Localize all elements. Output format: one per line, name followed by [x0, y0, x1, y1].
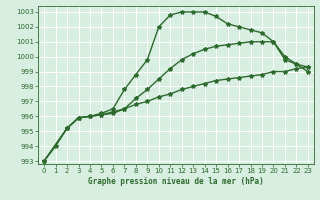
- X-axis label: Graphe pression niveau de la mer (hPa): Graphe pression niveau de la mer (hPa): [88, 177, 264, 186]
